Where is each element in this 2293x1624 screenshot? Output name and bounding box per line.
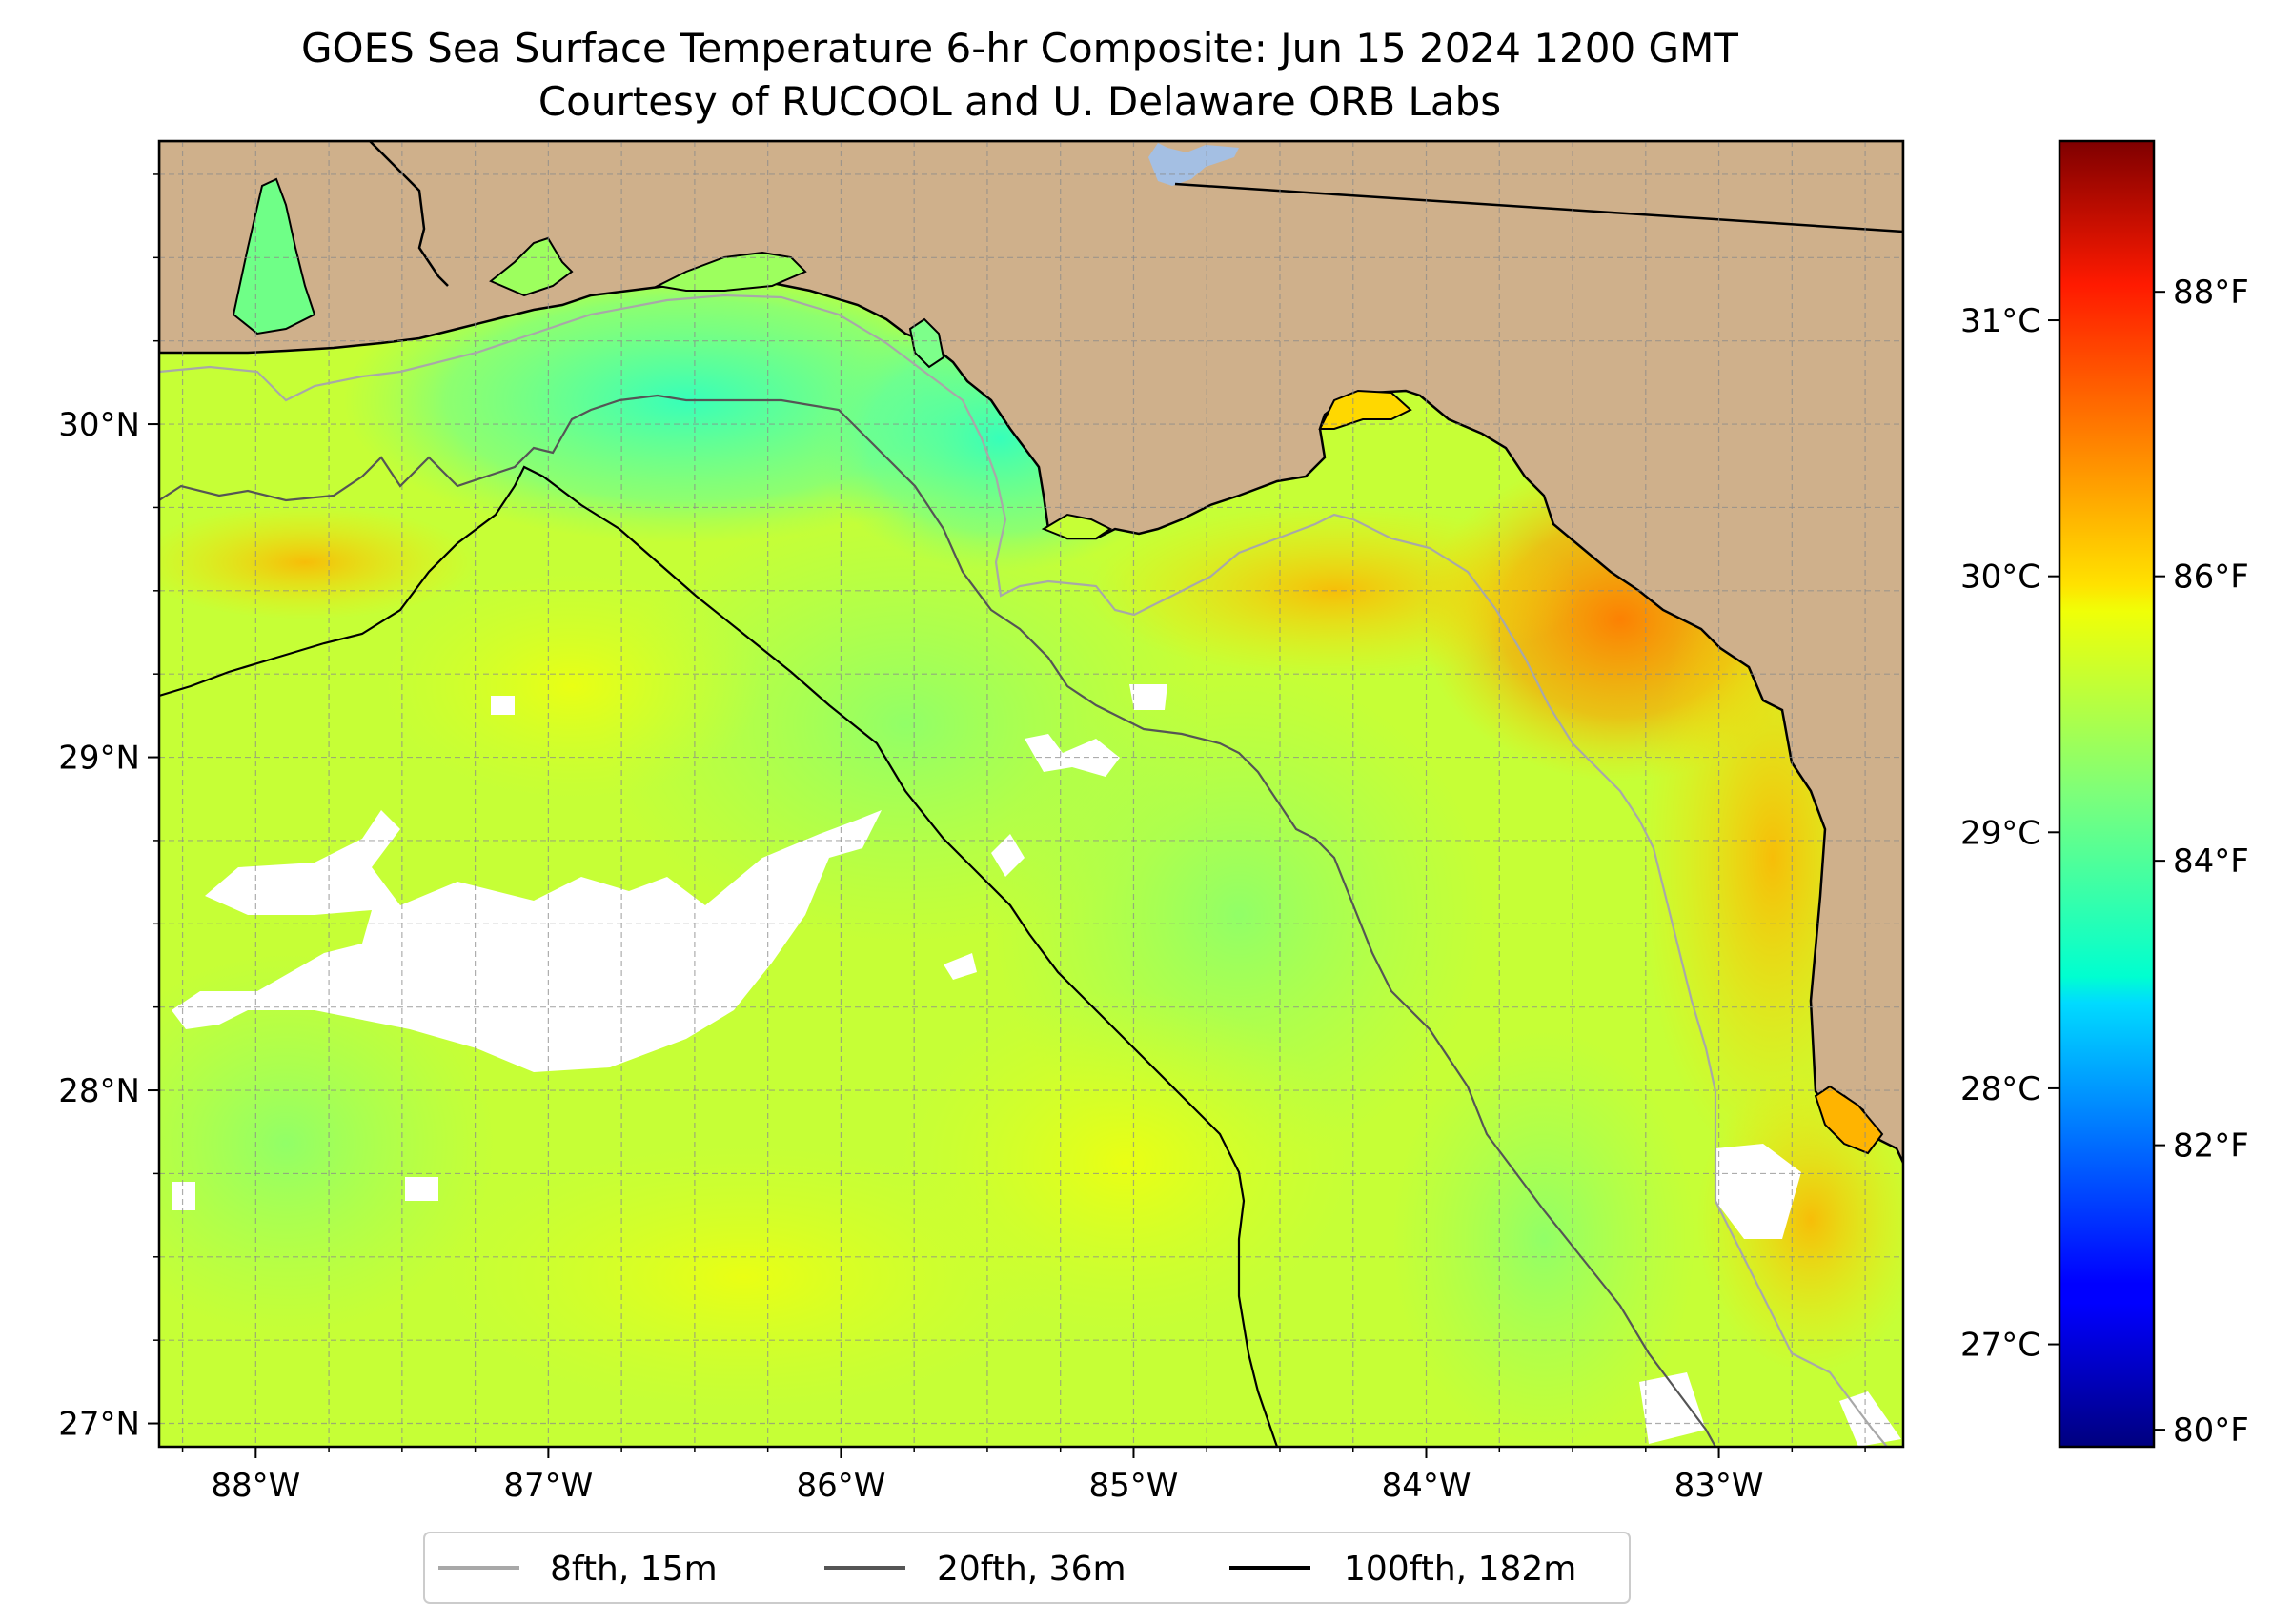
inlet-mobile-bay [232, 177, 316, 335]
cloud-gap-7 [1715, 1144, 1801, 1239]
cloud-gap-3 [991, 834, 1025, 877]
legend-label-20fth: 20fth, 36m [937, 1550, 1126, 1589]
legend-frame [423, 1532, 1631, 1604]
inland-river-line [369, 141, 449, 287]
celsius-tick-label: 30°C [1960, 558, 2040, 597]
lon-tick-label: 87°W [503, 1467, 593, 1505]
isobath-8fth [159, 294, 1888, 1447]
yellow-band-1 [438, 1144, 1048, 1411]
lat-tick-label: 28°N [58, 1072, 140, 1110]
fahrenheit-tick-label: 84°F [2173, 842, 2249, 881]
state-border [1174, 182, 1903, 233]
lon-tick-label: 86°W [796, 1467, 885, 1505]
green-band-4 [1391, 1029, 1696, 1447]
cloud-gap-5 [405, 1177, 438, 1201]
map-panel [159, 141, 1903, 1447]
fahrenheit-tick-label: 82°F [2173, 1127, 2249, 1166]
legend-item-20fth: 20fth, 36m [824, 1550, 1126, 1589]
celsius-tick-label: 28°C [1960, 1070, 2040, 1108]
map-frame [157, 139, 1905, 1449]
legend-item-100fth: 100fth, 182m [1229, 1550, 1576, 1589]
legend-item-8fth: 8fth, 15m [438, 1550, 718, 1589]
land-mass [159, 141, 1903, 1164]
colorbar: 27°C 28°C 29°C 30°C 31°C 80°F 82°F 84°F 86°F 88°… [1960, 139, 2249, 1450]
chart-title: GOES Sea Surface Temperature 6-hr Compos… [301, 25, 1738, 71]
latitude-axis: 27°N 28°N 29°N 30°N [58, 173, 159, 1444]
isobath-20fth [159, 394, 1716, 1447]
lat-tick-label: 29°N [58, 740, 140, 778]
graticule [159, 141, 1903, 1447]
celsius-tick-label: 29°C [1960, 814, 2040, 852]
lat-tick-label: 30°N [58, 406, 140, 444]
lon-tick-label: 84°W [1382, 1467, 1471, 1505]
inlet-ochlockonee [1318, 389, 1412, 430]
yellow-band-3 [381, 572, 762, 801]
longitude-axis: 88°W 87°W 86°W 85°W 84°W 83°W [181, 1447, 1866, 1505]
lon-tick-label: 85°W [1089, 1467, 1179, 1505]
colorbar-gradient [2058, 139, 2156, 1449]
cloud-gap-6 [491, 696, 515, 715]
fahrenheit-tick-label: 88°F [2173, 274, 2249, 312]
colorbar-celsius-axis: 27°C 28°C 29°C 30°C 31°C [1960, 302, 2060, 1365]
fahrenheit-tick-label: 86°F [2173, 558, 2249, 597]
inlet-st-andrew [908, 317, 945, 369]
isobath-100fth [159, 465, 1279, 1447]
legend-label-8fth: 8fth, 15m [550, 1550, 718, 1589]
cloud-gap-4 [944, 953, 977, 980]
legend-label-100fth: 100fth, 182m [1344, 1550, 1576, 1589]
legend: 8fth, 15m 20fth, 36m 100fth, 182m [423, 1532, 1631, 1604]
lat-tick-label: 27°N [58, 1406, 140, 1444]
warm-anomaly-w [159, 505, 477, 619]
green-band-3 [159, 953, 496, 1334]
celsius-tick-label: 27°C [1960, 1327, 2040, 1365]
fahrenheit-tick-label: 80°F [2173, 1411, 2249, 1450]
celsius-tick-label: 31°C [1960, 302, 2040, 340]
colorbar-fahrenheit-axis: 80°F 82°F 84°F 86°F 88°F [2154, 274, 2249, 1450]
lon-tick-label: 83°W [1674, 1467, 1764, 1505]
cloud-gap-8 [1639, 1372, 1706, 1444]
inlet-choctawhatchee [654, 251, 807, 292]
cloud-gap-1 [1025, 734, 1120, 777]
lon-tick-label: 88°W [211, 1467, 300, 1505]
yellow-band-2 [896, 991, 1353, 1334]
cloud-gap-2 [1129, 684, 1167, 710]
cloud-gap-10 [172, 1182, 195, 1210]
chart-subtitle: Courtesy of RUCOOL and U. Delaware ORB L… [538, 78, 1501, 125]
inlet-pensacola [489, 236, 574, 297]
lake-seminole [1148, 143, 1239, 186]
